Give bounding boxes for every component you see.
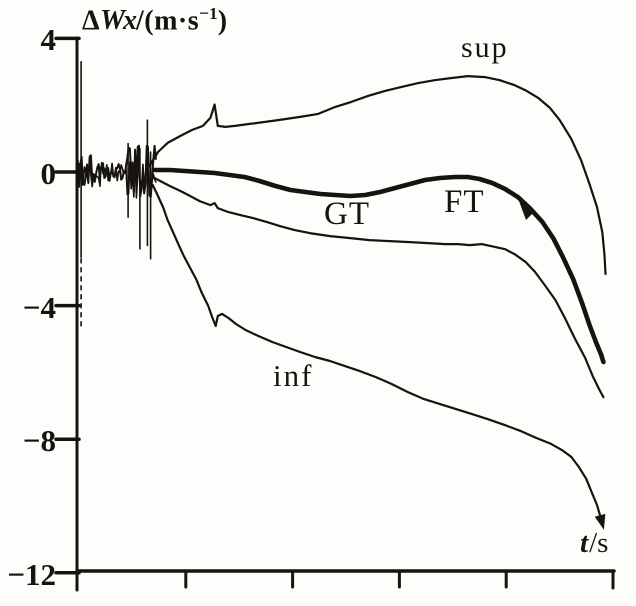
x-axis-unit: /s: [589, 527, 609, 559]
y-axis-tick-label: −12: [7, 556, 56, 592]
ft-pointer-arrow: [519, 201, 535, 220]
curve-sup: [148, 75, 607, 275]
y-axis-tick-label: −8: [22, 423, 56, 459]
curve-ft: [152, 167, 606, 365]
curve-label-gt: GT: [324, 196, 370, 232]
curve-gt: [151, 175, 605, 399]
curve-label-inf: inf: [273, 358, 314, 393]
noise-transient: [76, 144, 157, 199]
y-axis-tick-label: 0: [40, 156, 57, 191]
curve-inf: [151, 183, 604, 526]
y-axis-tick-label: −4: [22, 289, 56, 325]
delta-symbol: Δ: [82, 5, 101, 37]
inf-curve-arrowhead: [594, 513, 606, 530]
y-axis-unit: /(m·s: [135, 5, 200, 37]
y-axis-quantity-symbol: Wx: [100, 5, 137, 37]
x-axis-label: t/s: [580, 527, 608, 560]
time-symbol: t: [580, 527, 589, 559]
y-axis-label: ΔWx/(m·s−1): [82, 4, 228, 37]
curve-label-sup: sup: [461, 31, 509, 64]
y-axis-unit-exponent: −1: [199, 4, 218, 23]
curve-label-ft: FT: [444, 184, 485, 220]
y-axis-unit-close: ): [217, 5, 228, 37]
y-axis-tick-label: 4: [40, 22, 57, 58]
